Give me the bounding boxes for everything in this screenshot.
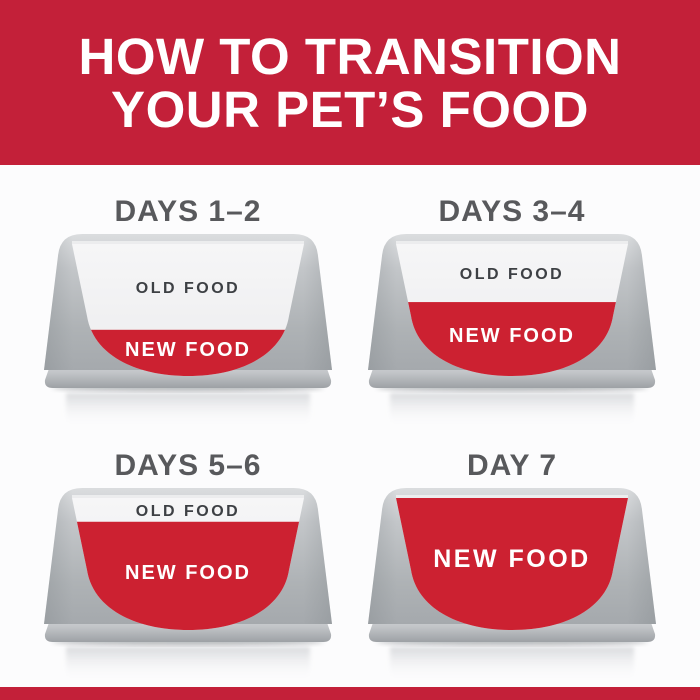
footer-accent-strip — [0, 687, 700, 700]
floor-reflection — [390, 393, 634, 427]
new-food-label: NEW FOOD — [125, 339, 251, 361]
new-food-label: NEW FOOD — [449, 325, 575, 347]
bowl-title: DAY 7 — [466, 449, 558, 482]
old-food-label: OLD FOOD — [136, 503, 240, 520]
new-food-label: NEW FOOD — [125, 562, 251, 584]
floor-reflection — [390, 647, 634, 681]
page-title-line2: YOUR PET’S FOOD — [111, 80, 589, 138]
floor-reflection — [66, 393, 310, 427]
floor-reflection — [66, 647, 310, 681]
bowl-title: DAYS 1–2 — [114, 195, 262, 228]
bowl-card: DAYS 1–2 OLD FOOD NEW FOOD — [38, 194, 338, 430]
bowl-card: DAY 7 NEW FOOD — [362, 448, 662, 684]
food-bowl-icon: OLD FOOD NEW FOOD — [368, 234, 656, 427]
bowl-title: DAYS 5–6 — [114, 449, 262, 482]
bowl-card: DAYS 5–6 OLD FOOD NEW FOOD — [38, 448, 338, 684]
rim-highlight — [72, 241, 304, 244]
food-bowl-icon: OLD FOOD NEW FOOD — [44, 234, 332, 427]
new-food-fill — [396, 498, 628, 630]
bowl-title: DAYS 3–4 — [438, 195, 586, 228]
header-banner: HOW TO TRANSITION YOUR PET’S FOOD — [0, 0, 700, 165]
food-bowl-icon: OLD FOOD NEW FOOD — [44, 488, 332, 681]
page-title: HOW TO TRANSITION YOUR PET’S FOOD — [78, 30, 621, 136]
rim-highlight — [72, 495, 304, 498]
old-food-label: OLD FOOD — [460, 266, 564, 283]
bowl-grid: DAYS 1–2 OLD FOOD NEW FOOD DAYS 3–4 — [38, 194, 662, 684]
food-bowl-icon: NEW FOOD — [368, 488, 656, 681]
old-food-label: OLD FOOD — [136, 280, 240, 297]
rim-highlight — [396, 495, 628, 498]
new-food-label: NEW FOOD — [433, 545, 591, 573]
rim-highlight — [396, 241, 628, 244]
page-title-line1: HOW TO TRANSITION — [78, 27, 622, 85]
bowl-card: DAYS 3–4 OLD FOOD NEW FOOD — [362, 194, 662, 430]
